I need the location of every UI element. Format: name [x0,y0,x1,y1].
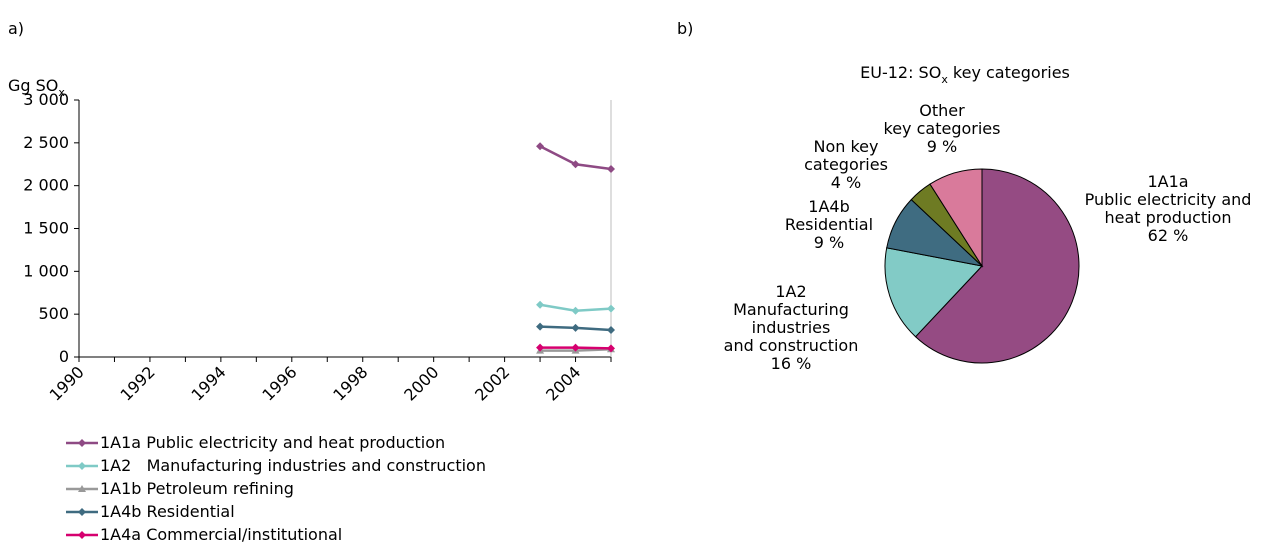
y-tick-label: 2 000 [23,176,69,195]
line-series [536,142,615,173]
x-tick-label: 2000 [400,362,442,404]
pie-slice-label: 1A1a Public electricity and heat productio… [1085,172,1252,245]
data-point-marker [607,165,615,173]
y-tick-label: 0 [59,347,69,366]
x-tick-label: 1998 [329,362,371,404]
legend-item: 1A4b Residential [66,502,235,521]
line-series [536,301,615,315]
panel-label-b: b) [677,19,693,38]
x-tick-label: 1994 [187,362,229,404]
data-point-marker [607,326,615,334]
pie-chart [885,169,1079,363]
data-point-marker [572,324,580,332]
legend-label: 1A4a Commercial/institutional [100,525,342,544]
x-tick-label: 1990 [46,362,88,404]
legend-item: 1A4a Commercial/institutional [66,525,342,544]
data-point-marker [536,301,544,309]
data-point-marker [78,531,86,539]
y-tick-label: 1 000 [23,261,69,280]
pie-slice-label: Other key categories 9 % [884,101,1001,156]
legend-label: 1A2 Manufacturing industries and constru… [100,456,486,475]
y-tick-label: 3 000 [23,90,69,109]
y-tick-label: 500 [38,304,69,323]
legend-label: 1A1a Public electricity and heat product… [100,433,445,452]
pie-slice-label: 1A4b Residential 9 % [785,197,873,252]
x-tick-label: 1992 [117,362,159,404]
panel-label-a: a) [8,19,24,38]
data-point-marker [607,305,615,313]
legend-label: 1A1b Petroleum refining [100,479,294,498]
legend-item: 1A2 Manufacturing industries and constru… [66,456,486,475]
data-point-marker [78,508,86,516]
data-point-marker [536,323,544,331]
pie-title: EU-12: SOx key categories [860,63,1070,86]
data-point-marker [78,439,86,447]
pie-slice-label: 1A2 Manufacturing industries and constructi… [724,282,859,373]
y-tick-label: 2 500 [23,133,69,152]
legend-label: 1A4b Residential [100,502,235,521]
x-tick-label: 1996 [258,362,300,404]
x-tick-label: 2002 [471,362,513,404]
line-series [536,323,615,334]
line-chart-legend: 1A1a Public electricity and heat product… [66,433,486,544]
y-tick-label: 1 500 [23,219,69,238]
legend-item: 1A1a Public electricity and heat product… [66,433,445,452]
data-point-marker [78,462,86,470]
pie-slice-label: Non key categories 4 % [804,137,888,192]
data-point-marker [572,307,580,315]
line-chart: 0 500 1 000 1 500 2 000 2 500 3 000 1990 1992 19… [23,90,615,405]
legend-item: 1A1b Petroleum refining [66,479,294,498]
x-tick-label: 2004 [542,362,584,404]
